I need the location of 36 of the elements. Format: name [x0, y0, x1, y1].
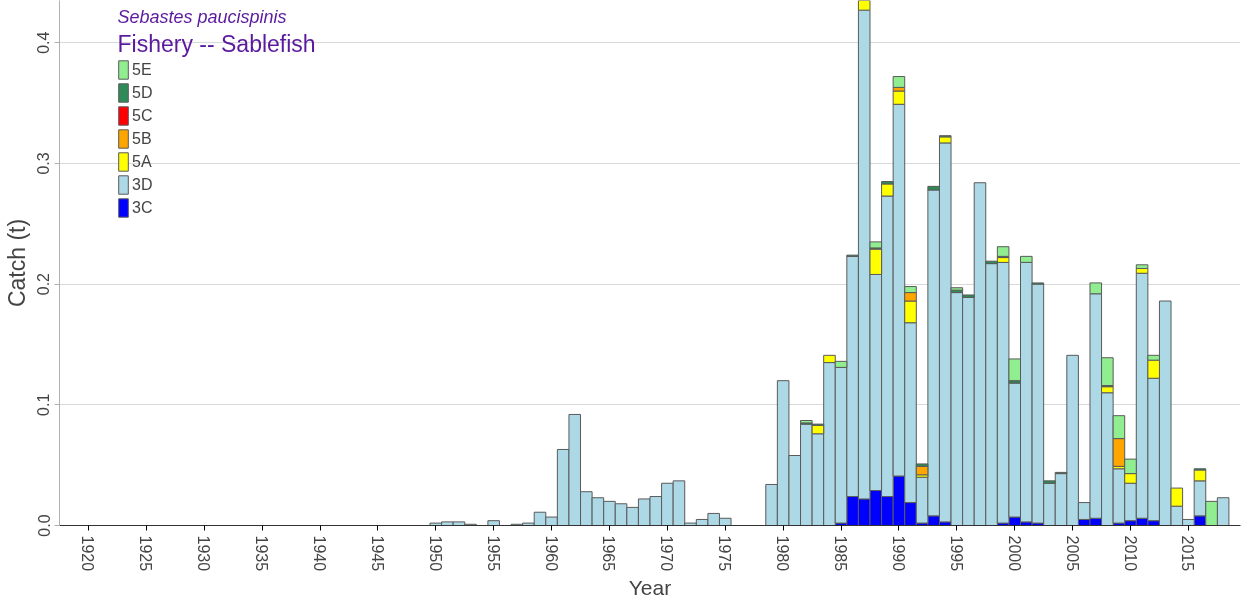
- x-axis-title: Year: [628, 576, 672, 600]
- x-tick-label: 2010: [1121, 535, 1139, 572]
- y-tick-label: 0.3: [35, 152, 53, 175]
- x-tick-label: 1990: [889, 535, 907, 572]
- x-tick-label: 1995: [947, 535, 965, 572]
- x-tick-label: 1980: [774, 535, 792, 572]
- x-tick-label: 1940: [311, 535, 329, 572]
- y-tick-label: 0.2: [35, 272, 53, 296]
- legend-label: 3C: [132, 197, 153, 218]
- x-tick-label: 1975: [716, 535, 734, 572]
- x-tick-label: 2000: [1005, 535, 1023, 572]
- legend-label: 5B: [132, 128, 152, 149]
- x-tick-label: 1925: [137, 535, 155, 572]
- x-tick-label: 1950: [426, 535, 444, 572]
- y-tick-label: 0.1: [35, 393, 53, 416]
- legend-label: 5C: [132, 105, 153, 126]
- x-tick-label: 1985: [832, 535, 850, 572]
- x-tick-label: 2005: [1063, 535, 1081, 572]
- x-tick-label: 1965: [600, 535, 618, 572]
- legend-label: 5A: [132, 151, 152, 172]
- legend-label: 5D: [132, 82, 153, 103]
- x-tick-label: 2015: [1179, 535, 1197, 572]
- x-tick-label: 1960: [542, 535, 560, 572]
- y-tick-label: 0.0: [35, 514, 53, 537]
- chart-subtitle: Sebastes paucispinis: [117, 6, 287, 27]
- x-tick-label: 1945: [368, 535, 386, 572]
- x-tick-label: 1935: [253, 535, 271, 572]
- y-axis-title: Catch (t): [3, 218, 30, 308]
- legend-label: 3D: [132, 174, 153, 195]
- x-tick-label: 1920: [79, 535, 97, 572]
- x-tick-label: 1930: [195, 535, 213, 572]
- x-tick-label: 1955: [484, 535, 502, 572]
- y-tick-label: 0.4: [35, 31, 53, 54]
- legend-label: 5E: [132, 59, 152, 80]
- text: Fishery -- Sablefish: [117, 30, 316, 57]
- x-tick-label: 1970: [658, 535, 676, 572]
